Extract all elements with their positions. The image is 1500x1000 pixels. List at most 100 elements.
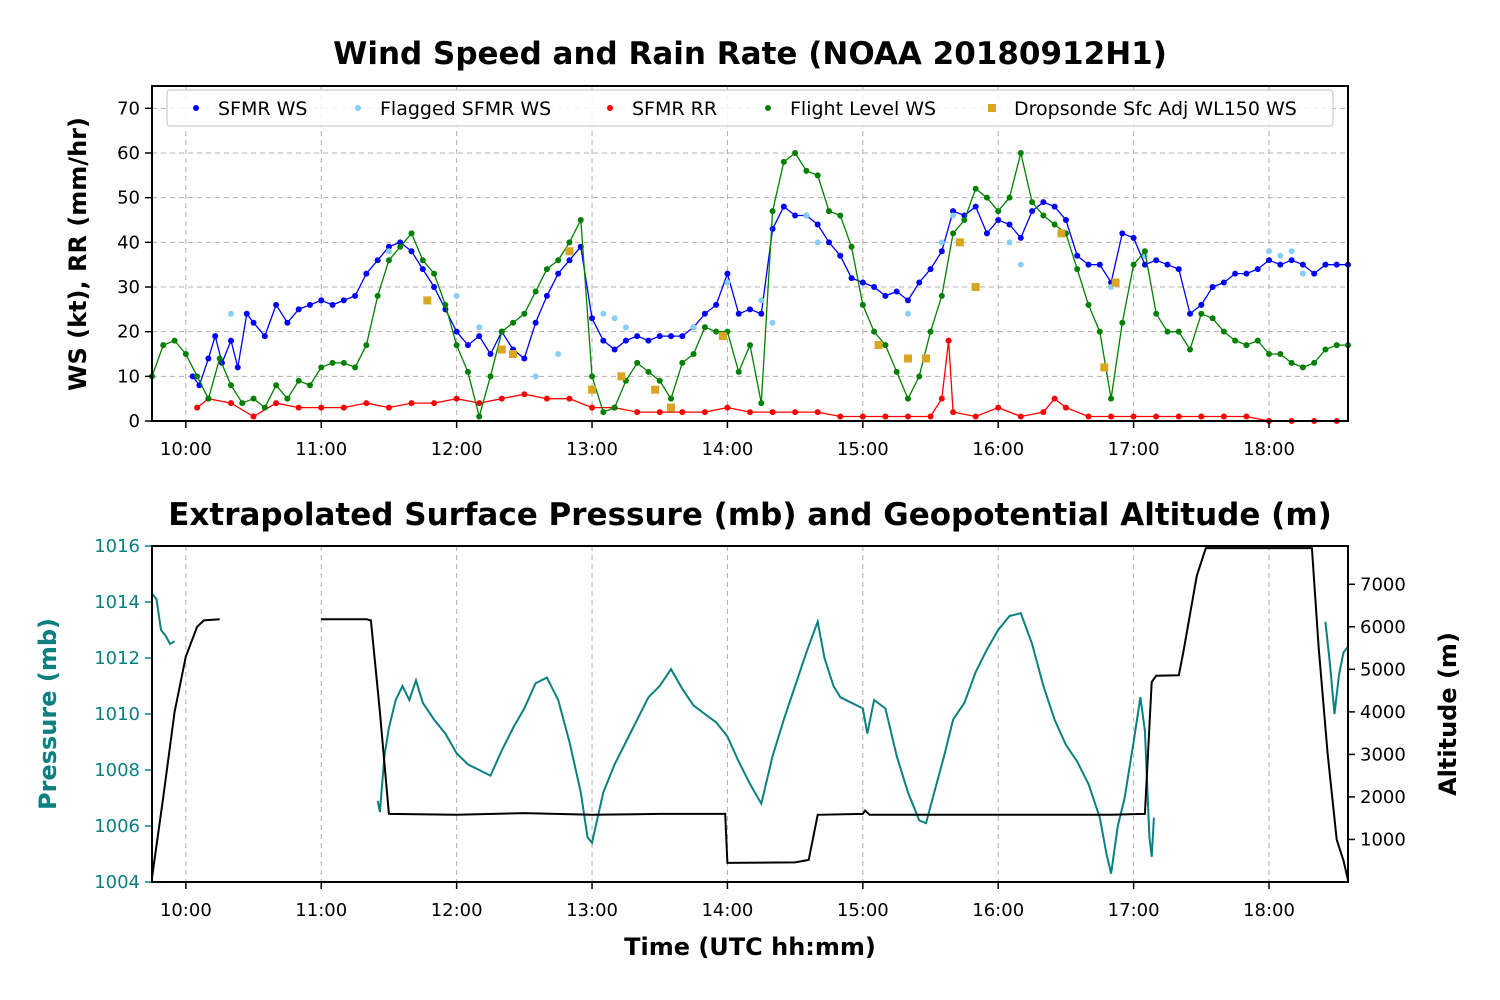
point-dropsonde-sfc-adj-wl150-ws	[651, 385, 660, 394]
point-flight-level-ws	[171, 337, 178, 344]
point-sfmr-ws	[950, 208, 957, 215]
point-flight-level-ws	[1266, 351, 1273, 357]
point-flight-level-ws	[205, 395, 212, 402]
chart2-x-tick-label: 14:00	[701, 900, 753, 921]
point-sfmr-ws	[1322, 261, 1329, 268]
point-sfmr-ws	[1062, 217, 1069, 223]
point-sfmr-rr	[340, 404, 347, 411]
point-flight-level-ws	[995, 208, 1002, 215]
point-flight-level-ws	[1153, 310, 1160, 317]
point-flight-level-ws	[521, 310, 528, 317]
point-sfmr-ws	[250, 319, 257, 326]
point-dropsonde-sfc-adj-wl150-ws	[497, 345, 506, 354]
chart1-x-tick-label: 16:00	[972, 439, 1024, 460]
point-flagged-sfmr-ws	[1288, 248, 1295, 255]
point-flagged-sfmr-ws	[600, 310, 607, 317]
point-flight-level-ws	[837, 212, 844, 219]
chart1-ylabel: WS (kt), RR (mm/hr)	[64, 117, 92, 391]
point-sfmr-rr	[882, 413, 889, 420]
chart2-x-tick-label: 16:00	[972, 900, 1024, 921]
point-flagged-sfmr-ws	[476, 324, 483, 331]
point-sfmr-ws	[814, 221, 821, 228]
chart2-x-tick-label: 13:00	[566, 900, 618, 921]
legend-marker-flagged-sfmr-ws	[355, 105, 361, 111]
point-flight-level-ws	[453, 342, 460, 349]
point-sfmr-ws	[363, 270, 370, 277]
point-flight-level-ws	[769, 208, 776, 215]
point-sfmr-ws	[487, 351, 494, 357]
point-flagged-sfmr-ws	[622, 324, 629, 331]
chart1-x-tick-label: 17:00	[1108, 439, 1160, 460]
series-line-altitude	[151, 547, 1349, 881]
chart1-y-tick-label: 60	[117, 143, 140, 164]
point-sfmr-ws	[871, 284, 878, 290]
point-flight-level-ws	[419, 257, 426, 264]
point-sfmr-ws	[329, 301, 336, 308]
point-flight-level-ws	[690, 351, 697, 357]
point-dropsonde-sfc-adj-wl150-ws	[903, 354, 912, 363]
wind-rain-chart: Wind Speed and Rain Rate (NOAA 20180912H…	[64, 36, 1351, 460]
series-line-pressure	[151, 592, 1349, 874]
chart2-y-tick-label: 1008	[94, 760, 140, 781]
legend-label-sfmr-ws: SFMR WS	[218, 98, 307, 120]
point-flagged-sfmr-ws	[1266, 248, 1273, 255]
point-sfmr-ws	[916, 279, 923, 286]
point-flight-level-ws	[250, 395, 257, 402]
point-sfmr-rr	[227, 400, 234, 407]
point-sfmr-ws	[555, 270, 562, 277]
chart2-y2-tick-label: 3000	[1360, 744, 1406, 765]
point-flight-level-ws	[600, 409, 607, 416]
chart1-plot-area	[149, 150, 1351, 424]
chart1-y-tick-label: 0	[129, 411, 140, 432]
point-flagged-sfmr-ws	[611, 315, 618, 322]
chart2-y2-tick-label: 2000	[1360, 787, 1406, 808]
chart1-title: Wind Speed and Rain Rate (NOAA 20180912H…	[333, 36, 1167, 72]
point-sfmr-rr	[904, 413, 911, 420]
point-flight-level-ws	[239, 400, 246, 407]
point-flight-level-ws	[442, 301, 449, 308]
point-flight-level-ws	[848, 243, 855, 250]
point-flagged-sfmr-ws	[532, 373, 539, 380]
point-sfmr-ws	[566, 257, 573, 264]
point-dropsonde-sfc-adj-wl150-ws	[955, 238, 964, 247]
chart2-ylabel: Pressure (mb)	[34, 618, 62, 810]
point-flight-level-ws	[1096, 328, 1103, 335]
point-sfmr-rr	[476, 400, 483, 407]
point-sfmr-rr	[1175, 413, 1182, 420]
chart2-y-tick-label: 1004	[94, 872, 140, 893]
point-flagged-sfmr-ws	[769, 319, 776, 326]
point-flagged-sfmr-ws	[690, 324, 697, 331]
point-sfmr-ws	[340, 297, 347, 304]
point-flight-level-ws	[679, 359, 686, 366]
point-sfmr-ws	[1209, 284, 1216, 290]
point-dropsonde-sfc-adj-wl150-ws	[509, 350, 518, 358]
point-sfmr-ws	[611, 346, 618, 353]
point-flight-level-ws	[780, 158, 787, 165]
chart1-y-tick-label: 20	[117, 322, 140, 343]
legend-marker-sfmr-rr	[607, 105, 613, 111]
point-sfmr-ws	[882, 292, 889, 299]
point-flight-level-ws	[1333, 342, 1340, 349]
point-flight-level-ws	[713, 328, 720, 335]
point-sfmr-rr	[1051, 395, 1058, 402]
point-flight-level-ws	[1254, 337, 1261, 344]
point-flight-level-ws	[352, 364, 359, 371]
point-sfmr-ws	[848, 275, 855, 282]
point-flagged-sfmr-ws	[227, 310, 234, 317]
point-dropsonde-sfc-adj-wl150-ws	[617, 372, 626, 381]
point-sfmr-ws	[1119, 230, 1126, 237]
chart1-x-tick-label: 13:00	[566, 439, 618, 460]
legend-label-sfmr-rr: SFMR RR	[632, 98, 717, 120]
chart1-y-tick-label: 50	[117, 188, 140, 209]
point-flight-level-ws	[972, 185, 979, 192]
point-sfmr-ws	[1198, 301, 1205, 308]
chart1-y-ticks: 0 10 20 30 40 50 60 70	[117, 98, 152, 432]
point-flight-level-ws	[1277, 351, 1284, 357]
point-flight-level-ws	[1288, 359, 1295, 366]
point-flight-level-ws	[306, 382, 313, 389]
point-dropsonde-sfc-adj-wl150-ws	[971, 283, 980, 291]
point-sfmr-rr	[453, 395, 460, 402]
point-sfmr-rr	[859, 413, 866, 420]
point-sfmr-rr	[747, 409, 753, 416]
point-flight-level-ws	[1299, 364, 1306, 371]
